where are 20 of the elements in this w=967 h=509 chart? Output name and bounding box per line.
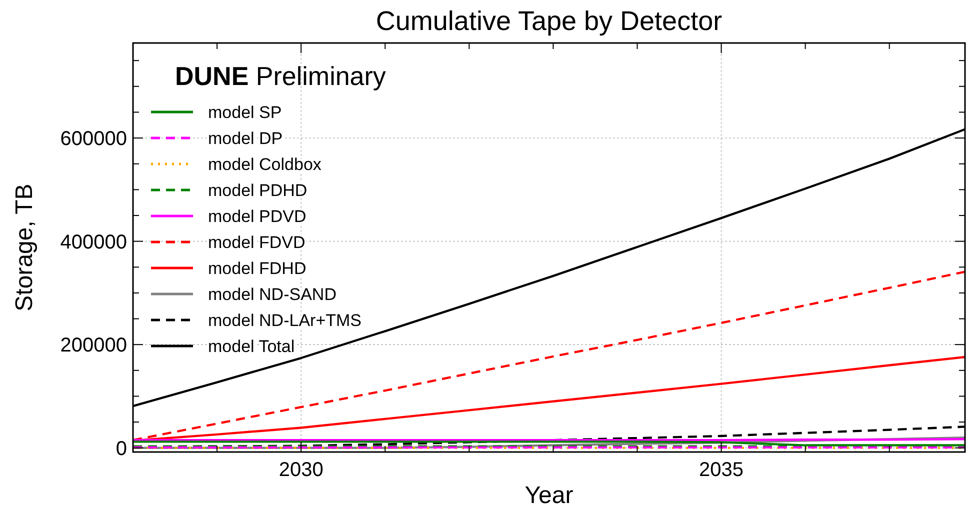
y-tick-label: 0 [116, 438, 127, 460]
x-tick-label: 2030 [278, 459, 324, 481]
legend-label: model FDVD [208, 233, 306, 252]
chart-title: Cumulative Tape by Detector [376, 6, 722, 36]
legend-label: model ND-LAr+TMS [208, 311, 362, 330]
legend-label: model ND-SAND [208, 285, 336, 304]
annotation: DUNE Preliminary [175, 61, 386, 91]
x-axis-title: Year [524, 482, 574, 509]
legend-label: model DP [208, 129, 283, 148]
legend-label: model SP [208, 103, 282, 122]
legend-label: model FDHD [208, 259, 306, 278]
legend-label: model PDVD [208, 207, 306, 226]
y-tick-label: 400000 [60, 231, 127, 254]
y-axis-title: Storage, TB [11, 184, 38, 312]
legend-label: model PDHD [208, 181, 308, 200]
x-tick-label: 2035 [699, 459, 744, 481]
legend-label: model Coldbox [208, 155, 322, 174]
y-tick-label: 600000 [60, 128, 127, 150]
legend-label: model Total [208, 337, 295, 356]
y-tick-label: 200000 [60, 334, 127, 357]
